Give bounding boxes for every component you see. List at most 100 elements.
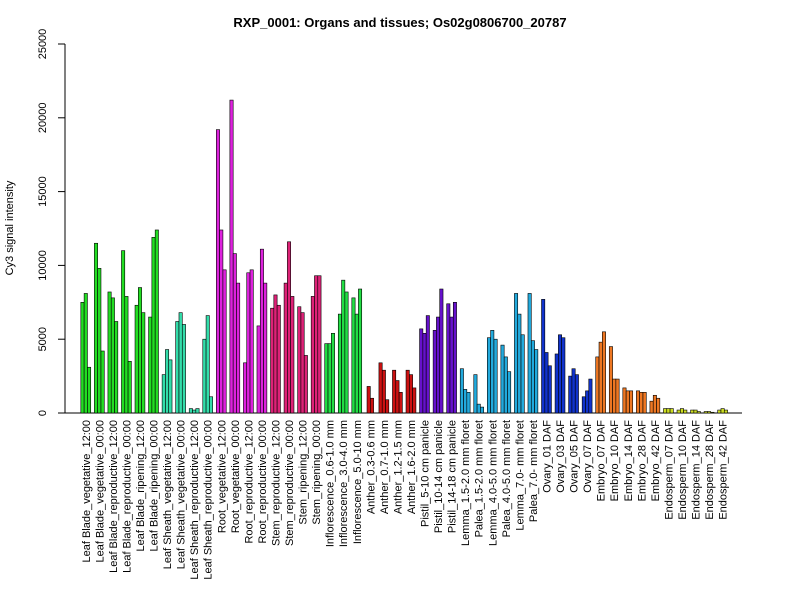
bar bbox=[422, 332, 427, 414]
bar bbox=[649, 400, 654, 414]
bar bbox=[439, 288, 444, 414]
bar bbox=[341, 279, 346, 414]
bar bbox=[83, 293, 88, 414]
bar bbox=[517, 313, 522, 414]
bar bbox=[625, 390, 630, 414]
bar bbox=[696, 411, 701, 414]
bar bbox=[327, 343, 332, 414]
bar bbox=[161, 374, 166, 414]
x-tick-label: Leaf Blade_ripening_12:00 bbox=[135, 420, 147, 552]
bar bbox=[209, 396, 213, 414]
bar bbox=[412, 387, 417, 414]
bar bbox=[283, 282, 288, 414]
x-tick-label: Stem_ripening_12:00 bbox=[298, 420, 310, 525]
bar bbox=[110, 297, 115, 414]
bar bbox=[602, 331, 606, 414]
bar bbox=[490, 330, 495, 414]
bar bbox=[680, 408, 684, 414]
bar bbox=[520, 334, 525, 414]
x-tick-label: Embryo_28 DAF bbox=[636, 420, 648, 502]
bar bbox=[452, 301, 457, 414]
bar bbox=[229, 99, 234, 414]
x-tick-label: Leaf Sheath_reproductive_00:00 bbox=[203, 420, 215, 580]
x-tick-label: Root_vegetative_12:00 bbox=[216, 420, 228, 533]
x-tick-label: Embryo_14 DAF bbox=[623, 420, 635, 502]
bar bbox=[219, 229, 224, 414]
bar bbox=[138, 287, 142, 414]
bar bbox=[561, 337, 566, 414]
bar bbox=[385, 399, 390, 414]
x-tick-label: Leaf Blade_vegetative_00:00 bbox=[94, 420, 106, 563]
bar bbox=[598, 341, 603, 414]
x-tick-label: Root_reproductive_12:00 bbox=[243, 420, 255, 544]
x-tick-label: Ovary_01 DAF bbox=[541, 420, 553, 493]
x-tick-labels: Leaf Blade_vegetative_12:00 Leaf Blade_ve… bbox=[81, 420, 730, 580]
bar bbox=[202, 338, 207, 414]
y-ticks: 0 5000 10000 15000 20000 25000 bbox=[37, 29, 65, 416]
bar bbox=[476, 403, 481, 414]
bar bbox=[480, 406, 484, 414]
bar bbox=[615, 378, 620, 414]
y-tick-label: 0 bbox=[37, 410, 49, 416]
bar bbox=[663, 408, 668, 414]
bar bbox=[366, 386, 371, 414]
bar bbox=[124, 296, 129, 414]
x-tick-label: Leaf Sheath_vegetative_00:00 bbox=[176, 420, 188, 569]
bar bbox=[574, 374, 579, 414]
x-tick-label: Stem_reproductive_00:00 bbox=[284, 420, 296, 546]
x-tick-label: Root_reproductive_00:00 bbox=[257, 420, 269, 544]
bar bbox=[205, 315, 210, 414]
bar bbox=[514, 293, 519, 414]
bar bbox=[354, 313, 359, 414]
bar bbox=[168, 359, 173, 414]
bar bbox=[527, 293, 532, 414]
bar bbox=[463, 389, 468, 414]
x-tick-label: Anther_1.2-1.5 mm bbox=[392, 420, 404, 514]
bar bbox=[717, 409, 722, 414]
x-tick-label: Leaf Blade_ripening_00:00 bbox=[149, 420, 161, 552]
bar bbox=[398, 392, 403, 414]
bar bbox=[642, 392, 647, 414]
bar bbox=[669, 408, 674, 414]
bar bbox=[409, 374, 413, 414]
bar bbox=[317, 275, 322, 414]
x-tick-label: Palea_4.0-5.0 mm floret bbox=[501, 420, 513, 537]
x-tick-label: Root_vegetative_00:00 bbox=[230, 420, 242, 533]
bar bbox=[195, 408, 200, 414]
bar bbox=[127, 361, 132, 414]
bar bbox=[530, 340, 535, 414]
bar bbox=[344, 291, 349, 414]
bar bbox=[395, 380, 400, 414]
bars-group bbox=[80, 99, 728, 414]
bar bbox=[639, 392, 644, 414]
bar bbox=[436, 316, 441, 414]
bar bbox=[703, 411, 708, 414]
bar bbox=[432, 330, 437, 414]
bar bbox=[622, 387, 627, 414]
x-tick-label: Palea_1.5-2.0 mm floret bbox=[474, 420, 486, 537]
bar bbox=[178, 312, 183, 414]
bar bbox=[337, 313, 342, 414]
bar bbox=[558, 334, 562, 414]
x-tick-label: Embryo_07 DAF bbox=[596, 420, 608, 502]
x-tick-label: Endosperm_10 DAF bbox=[677, 420, 689, 520]
bar bbox=[300, 312, 305, 414]
x-tick-label: Ovary_03 DAF bbox=[555, 420, 567, 493]
x-tick-label: Leaf Blade_reproductive_00:00 bbox=[121, 420, 133, 573]
x-tick-label: Ovary_05 DAF bbox=[569, 420, 581, 493]
bar bbox=[270, 307, 275, 414]
bar bbox=[243, 362, 248, 414]
bar bbox=[232, 253, 237, 414]
bar bbox=[676, 409, 681, 414]
bar bbox=[710, 411, 715, 414]
x-tick-label: Endosperm_28 DAF bbox=[704, 420, 716, 520]
bar bbox=[94, 242, 98, 414]
bar bbox=[381, 369, 386, 414]
chart-title: RXP_0001: Organs and tissues; Os02g08067… bbox=[233, 15, 566, 30]
bar bbox=[547, 365, 552, 414]
x-tick-label: Stem_ripening_00:00 bbox=[311, 420, 323, 525]
x-tick-label: Inflorescence_0.6-1.0 mm bbox=[325, 420, 337, 547]
bar bbox=[459, 368, 464, 414]
bar bbox=[256, 325, 261, 414]
